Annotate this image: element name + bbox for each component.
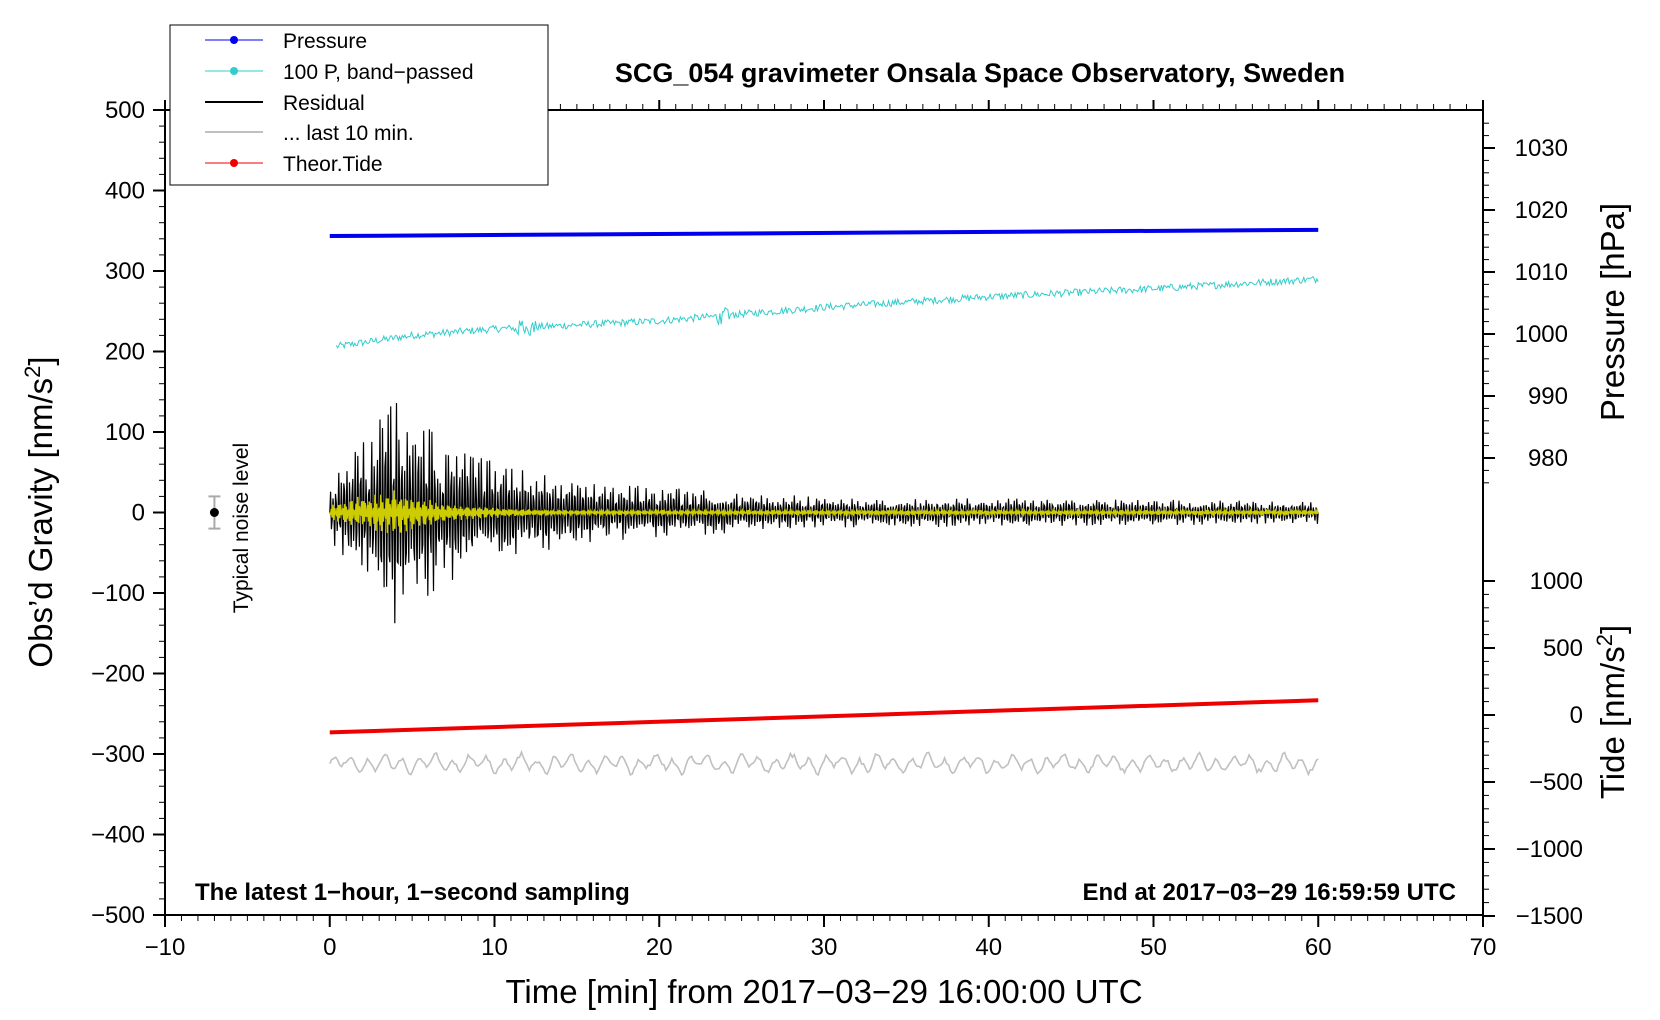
noise-point <box>209 508 219 517</box>
series-layer <box>329 227 1319 777</box>
y-left-tick-label: −300 <box>91 741 145 768</box>
pressure-tick-label: 1020 <box>1515 197 1568 224</box>
x-tick-label: 20 <box>646 934 673 961</box>
tide-tick-label: −500 <box>1529 769 1583 796</box>
y-left-tick-label: −200 <box>91 661 145 688</box>
series-last10-line <box>329 749 1319 777</box>
y-left-tick-label: 200 <box>105 339 145 366</box>
tide-tick-label: 1000 <box>1530 568 1583 595</box>
series-tide-line <box>329 698 1319 735</box>
series-pressure-line <box>329 227 1319 239</box>
x-tick-label: 30 <box>811 934 838 961</box>
pressure-tick-label: 980 <box>1528 445 1568 472</box>
y-left-tick-label: −500 <box>91 902 145 929</box>
legend-label-residual: Residual <box>283 92 365 115</box>
tide-tick-label: −1500 <box>1516 903 1583 930</box>
legend-marker-pressure <box>230 36 238 44</box>
y-left-tick-label: 500 <box>105 97 145 124</box>
legend-box <box>169 24 549 186</box>
y-left-tick-label: 100 <box>105 419 145 446</box>
y-left-axis-title: Obs’d Gravity [nm/s2] <box>20 356 59 667</box>
y-left-tick-label: −100 <box>91 580 145 607</box>
tide-tick-label: 500 <box>1543 635 1583 662</box>
x-tick-label: 60 <box>1305 934 1332 961</box>
legend-label-tide: Theor.Tide <box>283 153 383 176</box>
chart-title: SCG_054 gravimeter Onsala Space Observat… <box>615 58 1345 88</box>
tide-tick-label: 0 <box>1570 702 1583 729</box>
sampling-note: The latest 1−hour, 1−second sampling <box>195 879 630 906</box>
x-axis-ticks: −10 0 10 20 30 40 50 60 70 <box>145 100 1497 961</box>
y-right-pressure-ticks: 1030 1020 1010 1000 990 980 <box>1482 110 1568 472</box>
x-axis-title: Time [min] from 2017−03−29 16:00:00 UTC <box>505 973 1142 1010</box>
y-right-tide-ticks: 1000 500 0 −500 −1000 −1500 <box>1483 568 1583 930</box>
end-time-note: End at 2017−03−29 16:59:59 UTC <box>1082 879 1456 906</box>
legend: Pressure 100 P, band−passed Residual ...… <box>169 24 549 186</box>
x-tick-label: −10 <box>145 934 186 961</box>
x-tick-label: 50 <box>1140 934 1167 961</box>
y-left-tick-label: 300 <box>105 258 145 285</box>
legend-marker-bandpassed <box>230 67 238 75</box>
y-left-tick-label: 0 <box>132 500 145 527</box>
legend-label-last10: ... last 10 min. <box>283 122 414 145</box>
legend-marker-tide <box>230 159 238 167</box>
x-tick-label: 10 <box>481 934 508 961</box>
pressure-tick-label: 990 <box>1528 383 1568 410</box>
noise-level-label: Typical noise level <box>230 443 253 613</box>
pressure-tick-label: 1010 <box>1515 259 1568 286</box>
tide-tick-label: −1000 <box>1516 836 1583 863</box>
pressure-tick-label: 1000 <box>1515 321 1568 348</box>
y-left-tick-label: −400 <box>91 822 145 849</box>
x-tick-label: 0 <box>323 934 336 961</box>
y-right-tide-title: Tide [nm/s2] <box>1592 625 1631 799</box>
legend-label-bandpassed: 100 P, band−passed <box>283 61 474 84</box>
pressure-tick-label: 1030 <box>1515 135 1568 162</box>
x-tick-label: 70 <box>1470 934 1497 961</box>
series-residual-overlay-line <box>329 490 1319 534</box>
series-bandpassed-line <box>335 275 1319 350</box>
x-tick-label: 40 <box>975 934 1002 961</box>
legend-label-pressure: Pressure <box>283 30 367 53</box>
y-left-tick-label: 400 <box>105 178 145 205</box>
noise-errorbar <box>208 495 221 530</box>
y-left-axis-ticks: 500 400 300 200 100 0 −100 −200 −300 −400 −500 <box>91 97 165 929</box>
y-right-pressure-title: Pressure [hPa] <box>1594 203 1631 421</box>
